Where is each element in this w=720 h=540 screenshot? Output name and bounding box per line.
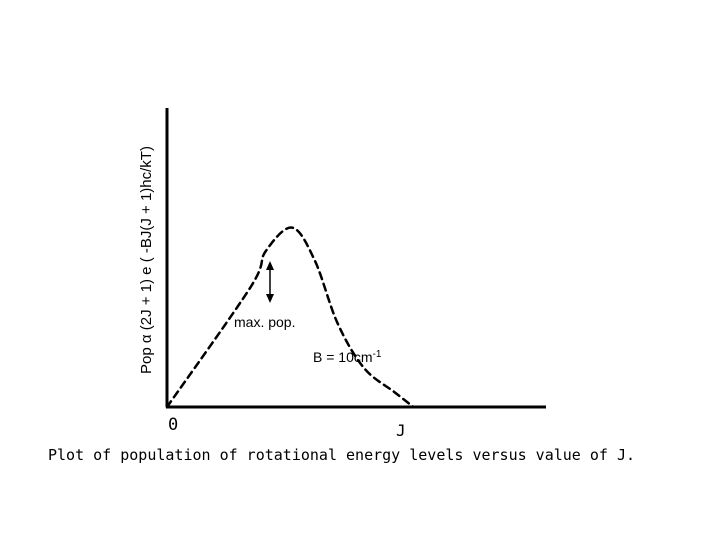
x-axis-label: J	[396, 421, 406, 440]
figure-caption: Plot of population of rotational energy …	[48, 446, 635, 464]
b-constant-exponent: -1	[373, 349, 382, 360]
b-constant-value: B = 10cm	[313, 349, 373, 365]
b-constant-label: B = 10cm-1	[313, 349, 382, 365]
max-pop-label: max. pop.	[234, 314, 295, 330]
max-pop-arrow	[266, 261, 274, 303]
x-origin-label: 0	[168, 415, 178, 435]
y-axis-label: Pop α (2J + 1) e ( -BJ(J + 1)hc/kT)	[138, 146, 155, 374]
population-curve	[165, 226, 415, 409]
